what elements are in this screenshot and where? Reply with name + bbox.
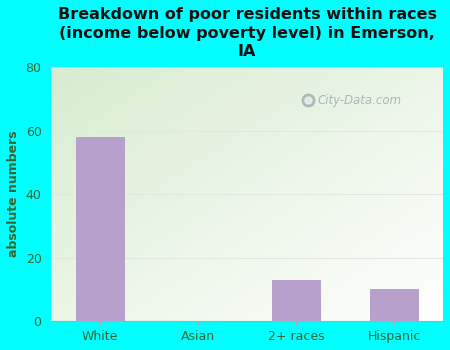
Y-axis label: absolute numbers: absolute numbers xyxy=(7,131,20,258)
Title: Breakdown of poor residents within races
(income below poverty level) in Emerson: Breakdown of poor residents within races… xyxy=(58,7,436,59)
Text: City-Data.com: City-Data.com xyxy=(318,94,402,107)
Bar xyxy=(76,137,125,321)
Bar xyxy=(272,280,320,321)
Bar xyxy=(369,289,419,321)
